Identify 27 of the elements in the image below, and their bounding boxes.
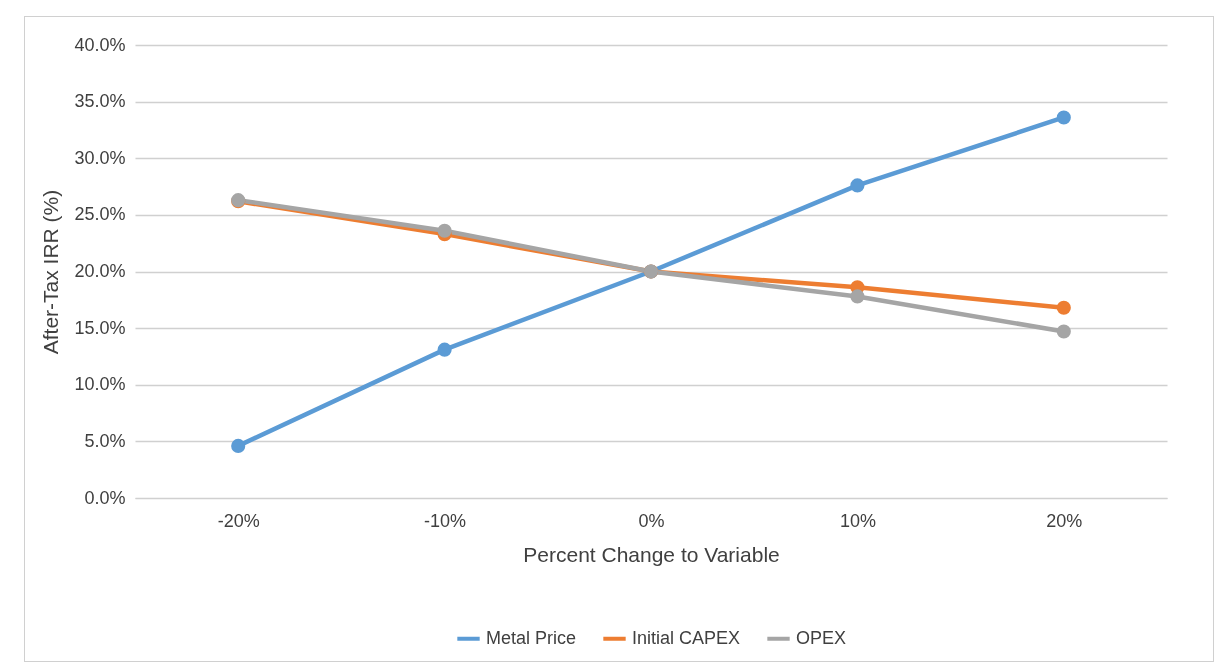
y-tick-label: 35.0% bbox=[74, 91, 126, 112]
x-axis-title: Percent Change to Variable bbox=[523, 542, 780, 566]
point bbox=[437, 342, 452, 357]
y-tick-label: 10.0% bbox=[74, 374, 126, 395]
point bbox=[231, 438, 246, 453]
x-tick-label: -20% bbox=[217, 510, 260, 531]
y-tick-label: 15.0% bbox=[74, 317, 126, 338]
x-tick-label: 20% bbox=[1046, 510, 1083, 531]
legend-label: Metal Price bbox=[486, 627, 577, 648]
point bbox=[437, 223, 452, 238]
y-tick-label: 40.0% bbox=[74, 34, 126, 55]
point bbox=[850, 289, 865, 304]
point bbox=[1056, 300, 1071, 315]
x-tick-label: 10% bbox=[839, 510, 876, 531]
y-tick-label: 30.0% bbox=[74, 147, 126, 168]
legend-label: Initial CAPEX bbox=[632, 627, 741, 648]
point bbox=[1056, 110, 1071, 125]
y-tick-label: 0.0% bbox=[84, 487, 126, 508]
y-tick-label: 5.0% bbox=[84, 430, 126, 451]
x-tick-label: 0% bbox=[638, 510, 665, 531]
point bbox=[1056, 324, 1071, 339]
point bbox=[850, 178, 865, 193]
y-axis-title: After-Tax IRR (%) bbox=[39, 189, 63, 355]
y-tick-label: 25.0% bbox=[74, 204, 126, 225]
x-tick-label: -10% bbox=[424, 510, 467, 531]
legend-label: OPEX bbox=[796, 627, 847, 648]
y-tick-label: 20.0% bbox=[74, 261, 126, 281]
